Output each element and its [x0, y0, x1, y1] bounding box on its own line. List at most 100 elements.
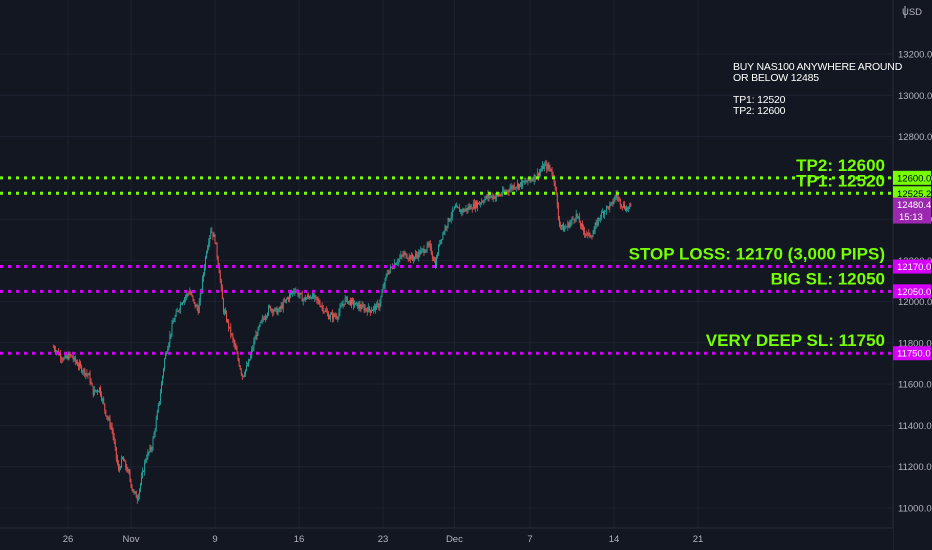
candle-body	[230, 326, 232, 335]
candle-body	[439, 243, 441, 245]
price-tick-label: 11400.0	[898, 421, 932, 432]
level-label-tp2: TP2: 12600	[796, 156, 885, 175]
candle-body	[608, 206, 610, 209]
candle-body	[198, 301, 200, 313]
candle-body	[393, 267, 394, 269]
candle-body	[64, 355, 66, 359]
candle-body	[119, 468, 120, 470]
candle-body	[178, 309, 180, 311]
candle-body	[94, 389, 96, 392]
candle-body	[449, 219, 451, 222]
candle-body	[557, 205, 559, 220]
candle-body	[135, 492, 137, 498]
candle-body	[255, 334, 257, 340]
candle-body	[197, 308, 199, 313]
candle-body	[164, 358, 166, 369]
candle-body	[546, 163, 548, 170]
candle-body	[461, 209, 463, 213]
candle-body	[297, 291, 299, 296]
candle-body	[221, 287, 223, 300]
candle-body	[605, 210, 607, 212]
candle-body	[180, 304, 182, 305]
candle-body	[407, 258, 409, 260]
candle-body	[56, 351, 57, 353]
candle-body	[593, 230, 595, 235]
candle-body	[396, 263, 398, 265]
price-tick-label: 12800.0	[898, 132, 932, 143]
candle-body	[503, 190, 505, 193]
candle-body	[581, 224, 582, 227]
candle-body	[459, 208, 461, 212]
candle-body	[128, 469, 130, 473]
candle-body	[141, 476, 142, 484]
candle-body	[409, 255, 411, 260]
candle-body	[102, 399, 104, 401]
candle-body	[628, 206, 630, 210]
candle-body	[570, 221, 572, 224]
candle-body	[397, 262, 399, 264]
candle-body	[268, 307, 269, 314]
candle-body	[91, 383, 93, 387]
candle-body	[203, 273, 204, 279]
candle-body	[613, 200, 615, 204]
candle-body	[67, 355, 69, 360]
candle-body	[453, 206, 455, 210]
candle-body	[544, 164, 546, 169]
candle-body	[489, 196, 491, 198]
time-axis[interactable]: 26 Nov 9 16 23 Dec 7 14 21	[0, 527, 893, 550]
candle-body	[371, 310, 372, 313]
candle-body	[457, 206, 458, 208]
candle-body	[560, 224, 561, 226]
price-axis[interactable]: USD 11000.0 11200.0 11400.0 11600.0 11800.0 12…	[892, 0, 932, 550]
candle-body	[295, 291, 297, 292]
axis-badge-label: 12050.0	[897, 287, 931, 298]
candle-body	[342, 303, 344, 306]
candle-body	[66, 355, 68, 358]
candle-body	[621, 206, 623, 208]
candle-body	[308, 295, 309, 297]
candle-body	[333, 314, 335, 319]
candle-body	[611, 202, 613, 203]
candle-body	[536, 172, 538, 177]
candle-body	[501, 194, 503, 196]
candle-body	[190, 291, 192, 295]
candle-body	[114, 441, 116, 448]
candle-body	[86, 373, 88, 375]
candle-body	[509, 188, 511, 192]
note-line-tp1: TP1: 12520	[733, 94, 786, 106]
current-price-label: 12480.4	[897, 200, 931, 211]
candle-body	[311, 297, 313, 299]
candle-body	[143, 471, 145, 472]
candle-body	[171, 323, 173, 334]
candle-body	[487, 194, 489, 198]
level-label-stop-loss: STOP LOSS: 12170 (3,000 PIPS)	[629, 245, 885, 264]
candle-body	[347, 301, 349, 304]
axis-badge-big-sl	[893, 284, 931, 299]
candle-body	[603, 212, 604, 215]
axis-badge-very-deep-sl	[893, 346, 931, 361]
candle-body	[346, 297, 348, 304]
candle-body	[52, 347, 54, 348]
candle-body	[262, 318, 264, 320]
candle-body	[214, 234, 216, 243]
candle-body	[88, 373, 90, 376]
candle-body	[263, 318, 265, 320]
candle-body	[149, 447, 151, 452]
candle-body	[343, 303, 345, 305]
candle-body	[361, 305, 363, 309]
candle-body	[376, 303, 378, 310]
candle-body	[589, 232, 591, 237]
candle-body	[368, 306, 370, 310]
candle-body	[248, 361, 250, 366]
candle-body	[447, 218, 449, 226]
candle-body	[482, 201, 484, 203]
candle-body	[623, 204, 624, 207]
candle-body	[300, 293, 302, 295]
candle-body	[314, 295, 316, 298]
candle-body	[577, 216, 579, 218]
candle-body	[358, 304, 360, 309]
candle-body	[451, 209, 453, 217]
candle-body	[431, 254, 433, 258]
